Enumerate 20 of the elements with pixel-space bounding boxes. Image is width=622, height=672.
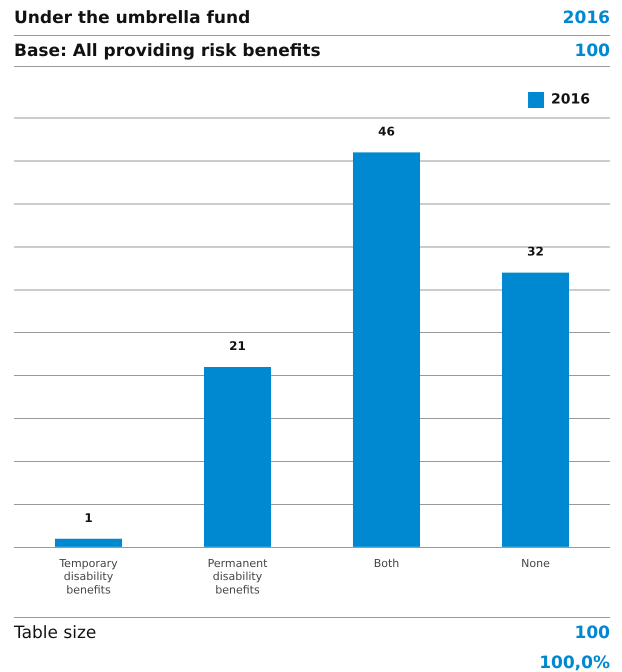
text: 100 (574, 623, 610, 643)
chart-subtitle: Base: All providing risk benefits (14, 41, 321, 61)
data-label: 46 (378, 124, 395, 138)
legend-label: 2016 (551, 92, 590, 108)
x-tick-label: None (521, 556, 550, 570)
x-tick-label: Permanent disability benefits (208, 556, 268, 596)
chart-title: Under the umbrella fund (14, 8, 250, 28)
data-label: 1 (84, 510, 93, 525)
data-label: 32 (527, 244, 544, 259)
bar (204, 367, 272, 547)
text: 100,0% (539, 653, 610, 672)
x-tick-label: Both (374, 556, 400, 570)
bar (502, 272, 570, 547)
x-tick-label: Temporary disability benefits (58, 556, 118, 596)
text: Table size (14, 623, 96, 643)
bar (352, 152, 420, 547)
text: 100 (574, 41, 610, 61)
data-label: 21 (229, 339, 246, 354)
text: 2016 (562, 8, 610, 28)
bar (54, 538, 122, 547)
